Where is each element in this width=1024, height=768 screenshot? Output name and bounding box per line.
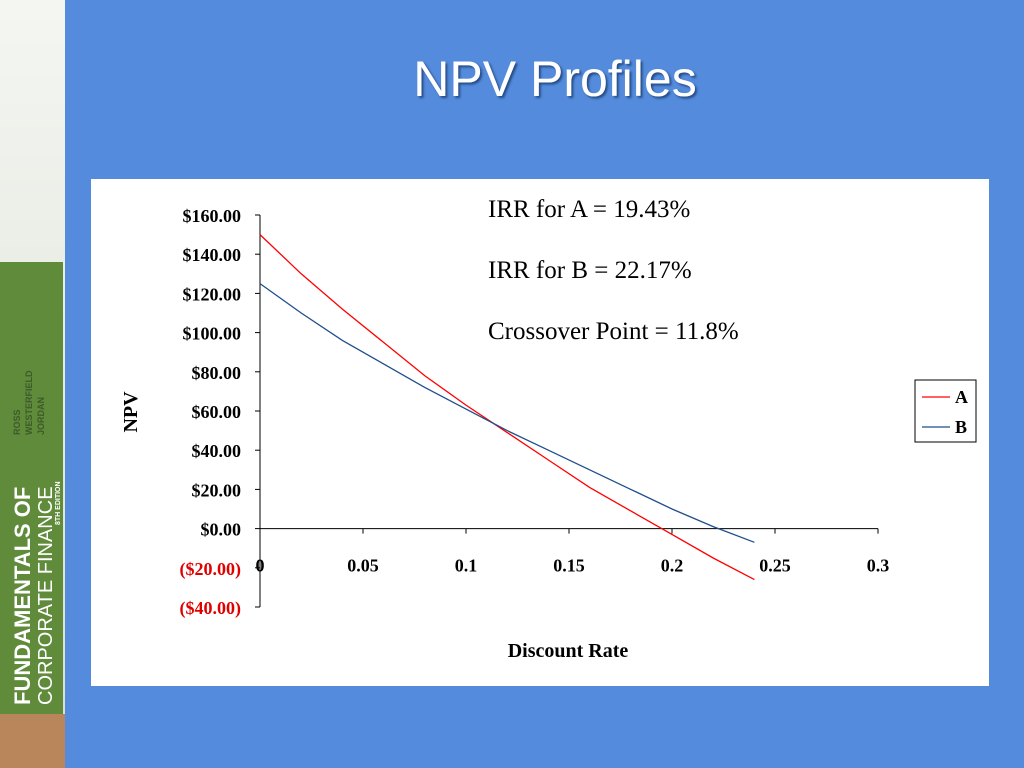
edition-text: 8TH EDITION: [55, 481, 62, 525]
y-tick-label: ($20.00): [180, 559, 242, 580]
edition: 8TH EDITION: [55, 481, 62, 525]
author: WESTERFIELD: [24, 370, 34, 435]
legend-label: A: [955, 387, 968, 407]
sidebar-image: [0, 714, 65, 768]
annotation: IRR for B = 22.17%: [488, 257, 692, 284]
y-axis-label: NPV: [120, 391, 142, 433]
x-tick-label: 0.2: [661, 556, 684, 576]
book-title-bold: FUNDAMENTALS OF: [10, 487, 35, 705]
y-tick-label: $140.00: [183, 245, 242, 265]
y-tick-label: $160.00: [183, 206, 242, 226]
author: JORDAN: [36, 397, 46, 435]
sidebar-band: [0, 262, 63, 714]
x-axis-label: Discount Rate: [508, 640, 629, 662]
y-tick-label: $80.00: [192, 363, 242, 383]
author: ROSS: [12, 409, 22, 435]
y-tick-label: ($40.00): [180, 598, 242, 619]
slide-title: NPV Profiles: [413, 51, 696, 107]
y-tick-label: $60.00: [192, 402, 242, 422]
book-title-light: CORPORATE FINANCE: [35, 486, 57, 705]
x-tick-label: 0.3: [867, 556, 890, 576]
y-tick-label: $120.00: [183, 284, 242, 304]
legend-box: [914, 379, 977, 443]
x-tick-label: 0.05: [347, 556, 379, 576]
series-line: [259, 283, 755, 543]
y-tick-label: $100.00: [183, 324, 242, 344]
authors: ROSS WESTERFIELD JORDAN: [12, 370, 46, 435]
x-tick-label: 0.25: [759, 556, 791, 576]
y-tick-label: $20.00: [192, 480, 242, 500]
chart-panel: [91, 179, 989, 686]
chart: ($40.00) ($20.00) $0.00 $20.00 $40.00 $60.00 $…: [120, 196, 977, 662]
series-line: [259, 234, 755, 581]
legend-label: B: [955, 417, 967, 437]
x-tick-label: 0.1: [455, 556, 478, 576]
x-tick-label: 0: [256, 556, 265, 576]
annotation: IRR for A = 19.43%: [488, 196, 690, 223]
y-tick-label: $0.00: [201, 520, 242, 540]
annotation: Crossover Point = 11.8%: [488, 318, 739, 345]
x-tick-label: 0.15: [553, 556, 585, 576]
book-title: FUNDAMENTALS OF: [10, 487, 35, 705]
y-tick-label: $40.00: [192, 441, 242, 461]
book-subtitle: CORPORATE FINANCE: [35, 486, 57, 705]
